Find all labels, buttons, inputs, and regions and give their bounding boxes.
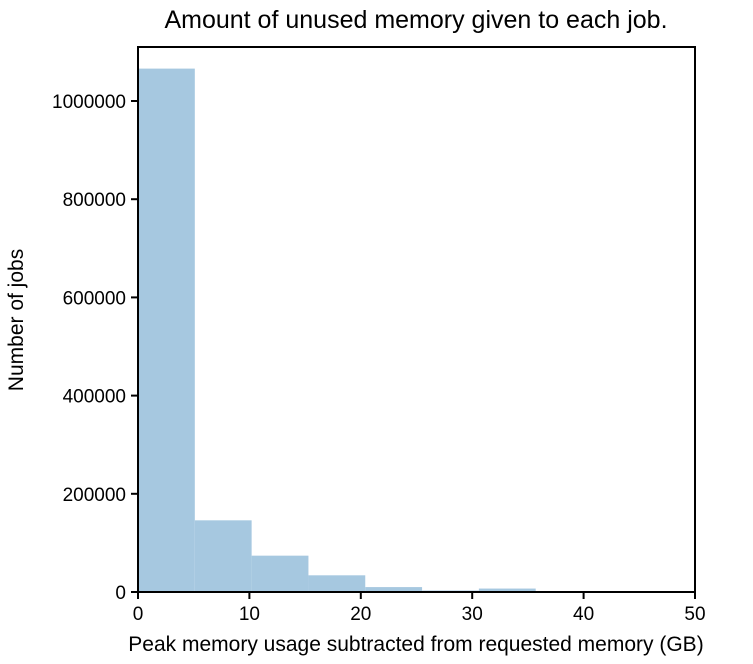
x-tick-label: 0: [133, 604, 144, 625]
histogram-bar-7: [478, 588, 536, 592]
x-tick-label: 10: [239, 604, 260, 625]
y-axis-ticks: 0 200000 400000 600000 800000 1000000: [52, 92, 138, 604]
histogram-bar-1: [138, 68, 195, 592]
y-tick-label: 800000: [63, 190, 126, 211]
y-tick-label: 0: [115, 583, 126, 604]
y-axis-label: Number of jobs: [5, 249, 28, 391]
x-axis-ticks: 0 10 20 30 40 50: [133, 592, 706, 625]
plot-frame: [137, 46, 696, 593]
x-tick-label: 50: [684, 604, 705, 625]
x-axis-label: Peak memory usage subtracted from reques…: [128, 633, 703, 656]
y-tick-label: 1000000: [52, 92, 126, 113]
y-tick-label: 400000: [63, 387, 126, 408]
x-tick-label: 30: [462, 604, 483, 625]
x-tick-label: 40: [573, 604, 594, 625]
histogram-bars: [138, 68, 695, 592]
y-tick-label: 600000: [63, 288, 126, 309]
chart-title: Amount of unused memory given to each jo…: [164, 6, 667, 34]
histogram-bar-4: [308, 575, 366, 592]
x-tick-label: 20: [350, 604, 371, 625]
histogram-bar-5: [365, 587, 423, 592]
y-tick-label: 200000: [63, 485, 126, 506]
histogram-bar-2: [194, 520, 252, 592]
histogram-bar-3: [251, 555, 309, 592]
